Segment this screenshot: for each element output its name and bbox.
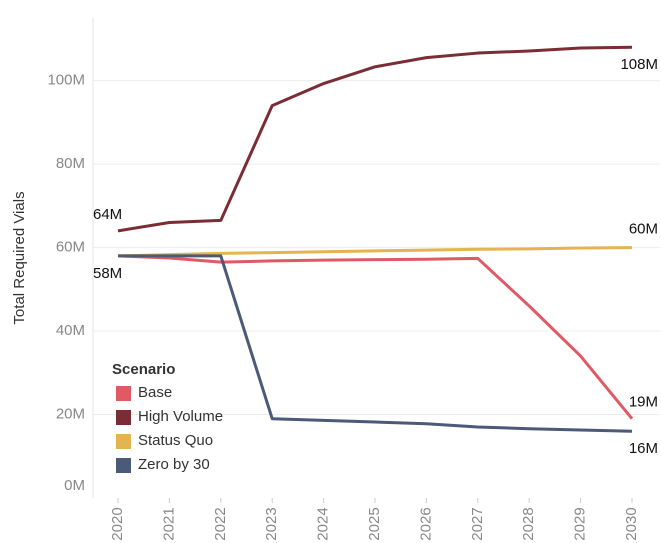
legend-label: Zero by 30: [138, 456, 210, 473]
legend-swatch: [116, 434, 131, 449]
data-label: 64M: [93, 206, 122, 223]
y-tick-label: 60M: [56, 239, 85, 256]
x-tick-label: 2021: [160, 507, 177, 540]
x-tick-label: 2029: [572, 507, 589, 540]
series-line: [118, 254, 633, 433]
data-label: 58M: [93, 265, 122, 282]
y-axis-title: Total Required Vials: [11, 191, 28, 324]
y-tick-label: 80M: [56, 155, 85, 172]
x-tick-label: 2028: [520, 507, 537, 540]
y-tick-label: 20M: [56, 405, 85, 422]
legend-swatch: [116, 386, 131, 401]
x-tick-label: 2025: [366, 507, 383, 540]
x-tick-label: 2030: [623, 507, 640, 540]
x-tick-label: 2023: [263, 507, 280, 540]
data-label: 60M: [629, 221, 658, 238]
series-line: [117, 254, 634, 420]
data-label: 16M: [629, 440, 658, 457]
x-tick-label: 2027: [469, 507, 486, 540]
y-tick-label: 100M: [47, 72, 85, 89]
legend-label: Base: [138, 384, 172, 401]
legend-title: Scenario: [112, 361, 175, 378]
x-tick-label: 2024: [315, 507, 332, 540]
data-label: 108M: [620, 56, 658, 73]
legend-label: Status Quo: [138, 432, 213, 449]
series-line: [117, 45, 633, 233]
series-line: [117, 246, 633, 258]
legend-swatch: [116, 410, 131, 425]
legend-swatch: [116, 458, 131, 473]
x-tick-label: 2020: [109, 507, 126, 540]
y-tick-label: 0M: [64, 477, 85, 494]
x-tick-label: 2026: [417, 507, 434, 540]
legend-label: High Volume: [138, 408, 223, 425]
data-label: 19M: [629, 394, 658, 411]
x-tick-label: 2022: [212, 507, 229, 540]
y-tick-label: 40M: [56, 322, 85, 339]
